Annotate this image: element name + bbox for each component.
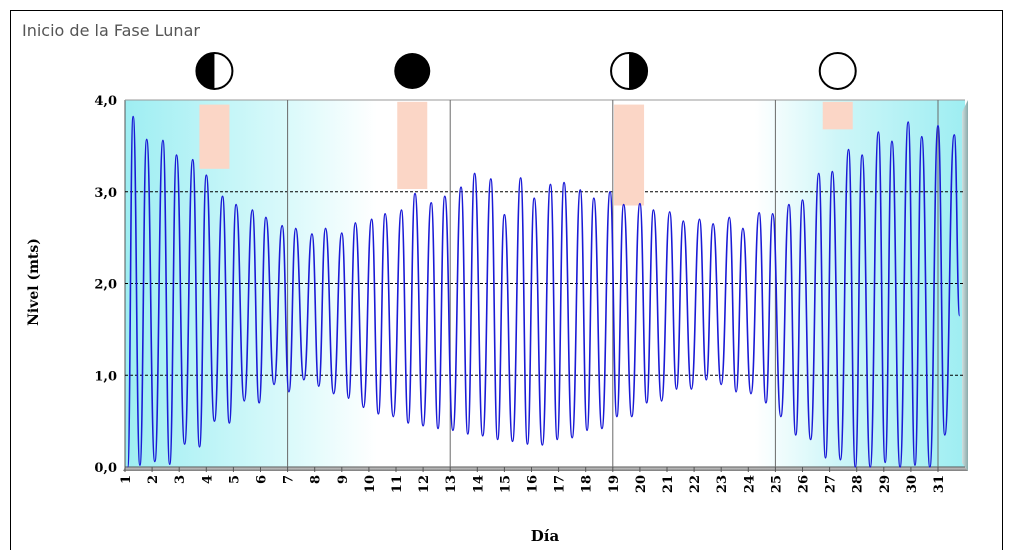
- x-tick-label: 19: [607, 475, 622, 493]
- phase-marker-first-quarter: [199, 104, 230, 169]
- x-tick-label: 6: [255, 475, 270, 484]
- full-moon-moon-icon: [818, 52, 857, 90]
- plot-floor: [123, 467, 968, 471]
- x-tick-label: 21: [661, 475, 676, 493]
- x-tick-label: 27: [824, 475, 839, 493]
- x-tick-label: 2: [146, 475, 161, 484]
- moon-phase-icons: [195, 52, 857, 90]
- x-axis-label: Día: [531, 527, 560, 545]
- x-tick-label: 18: [580, 475, 595, 493]
- x-tick-label: 7: [282, 475, 297, 484]
- x-tick-label: 31: [932, 475, 947, 493]
- x-tick-label: 3: [173, 475, 188, 484]
- plot-side-wall: [962, 100, 968, 471]
- x-tick-label: 22: [688, 475, 703, 493]
- x-tick-label: 29: [878, 475, 893, 493]
- tide-line: [126, 115, 961, 468]
- x-tick-label: 9: [336, 475, 351, 484]
- x-tick-label: 25: [769, 475, 784, 493]
- y-tick-label: 2,0: [94, 278, 117, 293]
- phase-markers: [199, 101, 853, 206]
- tide-series: [126, 115, 961, 468]
- x-tick-label: 26: [797, 475, 812, 493]
- new-moon-moon-icon: [394, 53, 431, 89]
- last-quarter-moon-icon: [610, 52, 649, 90]
- y-tick-label: 0,0: [94, 461, 117, 476]
- x-tick-label: 28: [851, 475, 866, 493]
- x-tick-label: 16: [526, 475, 541, 493]
- x-tick-label: 11: [390, 475, 405, 493]
- chart-title: Inicio de la Fase Lunar: [22, 21, 200, 40]
- x-tick-label: 1: [119, 475, 134, 484]
- x-tick-label: 17: [553, 475, 568, 493]
- x-axis-ticks: 1 2 3 4 5 6 7 8 9 10 11 12 13 14 15 16 17 18 19 20 21 22 23 24 2…: [119, 467, 947, 493]
- x-tick-label: 12: [417, 475, 432, 493]
- chart-frame: [10, 10, 1003, 550]
- y-tick-label: 1,0: [94, 369, 117, 384]
- x-tick-label: 8: [309, 475, 324, 484]
- x-tick-label: 13: [444, 475, 459, 493]
- y-tick-label: 4,0: [94, 94, 117, 109]
- x-tick-label: 30: [905, 475, 920, 493]
- y-axis-ticks: 0,0 1,0 2,0 3,0 4,0: [94, 94, 117, 476]
- x-tick-label: 5: [227, 475, 242, 484]
- phase-marker-last-quarter: [614, 104, 645, 206]
- x-tick-label: 14: [471, 475, 486, 493]
- y-axis-label: Nivel (mts): [26, 238, 42, 326]
- plot-area: [123, 99, 968, 471]
- x-tick-label: 4: [200, 475, 215, 484]
- phase-marker-new-moon: [397, 101, 428, 189]
- y-tick-label: 3,0: [94, 186, 117, 201]
- x-tick-label: 10: [363, 475, 378, 493]
- x-tick-label: 15: [498, 475, 513, 493]
- x-tick-label: 24: [742, 475, 757, 493]
- x-tick-label: 20: [634, 475, 649, 493]
- x-tick-label: 23: [715, 475, 730, 493]
- phase-marker-full-moon: [822, 101, 853, 130]
- first-quarter-moon-icon: [195, 52, 234, 90]
